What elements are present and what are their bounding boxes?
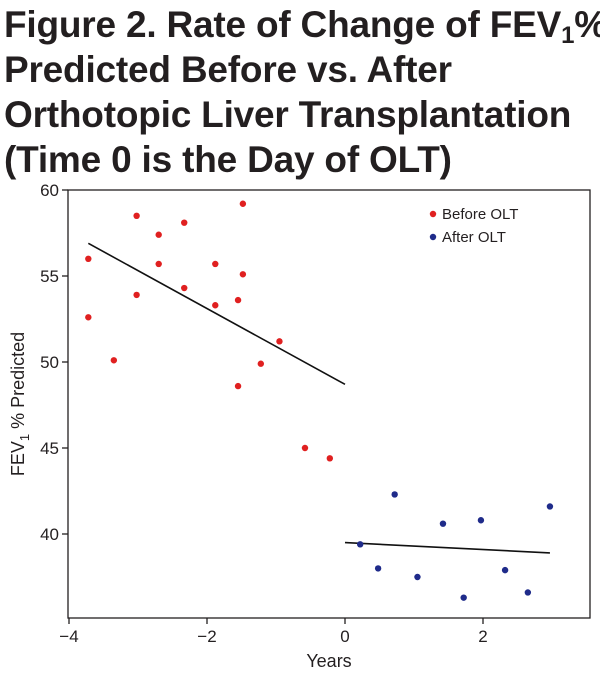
y-tick-label: 50 bbox=[40, 353, 59, 372]
data-point-series-1 bbox=[239, 200, 247, 207]
title-line-1-text: Figure 2. Rate of Change of FEV bbox=[4, 4, 562, 45]
x-tick-label: −2 bbox=[197, 627, 216, 646]
data-point-series-1 bbox=[110, 357, 118, 364]
legend-marker bbox=[429, 210, 437, 218]
data-point-series-2 bbox=[356, 541, 364, 548]
data-point-series-1 bbox=[234, 382, 242, 390]
data-point-series-1 bbox=[133, 212, 140, 219]
data-point-series-1 bbox=[212, 302, 219, 309]
title-line-1: Figure 2. Rate of Change of FEV1% bbox=[4, 2, 600, 49]
data-point-series-2 bbox=[391, 491, 398, 498]
y-tick-label: 55 bbox=[40, 267, 59, 286]
x-tick-label: 0 bbox=[340, 627, 349, 646]
y-axis-label: FEV1 % Predicted bbox=[8, 332, 32, 476]
plot-frame bbox=[67, 189, 591, 619]
legend-marker bbox=[429, 233, 437, 241]
legend: Before OLT After OLT bbox=[429, 206, 518, 246]
y-tick-label: 45 bbox=[40, 439, 59, 458]
title-line-1-suffix: % bbox=[574, 4, 600, 45]
y-tick-label: 40 bbox=[40, 525, 59, 544]
data-point-series-1 bbox=[326, 455, 334, 462]
data-point-series-1 bbox=[181, 219, 188, 226]
data-point-series-2 bbox=[546, 503, 554, 510]
trend-line-series-2 bbox=[344, 541, 550, 554]
y-axis-label-rest: % Predicted bbox=[8, 332, 28, 434]
data-point-series-1 bbox=[239, 271, 247, 278]
data-point-series-2 bbox=[501, 566, 509, 574]
data-point-series-1 bbox=[85, 255, 92, 262]
data-points bbox=[85, 200, 554, 601]
x-tick-label: −4 bbox=[59, 627, 78, 646]
data-point-series-1 bbox=[212, 260, 219, 268]
y-tick-label: 60 bbox=[40, 181, 59, 200]
data-point-series-2 bbox=[477, 517, 485, 524]
axis-ticks: −4 −2 0 2 40 45 50 55 60 bbox=[40, 181, 488, 646]
data-point-series-1 bbox=[155, 231, 162, 238]
data-point-series-1 bbox=[234, 296, 242, 304]
data-point-series-1 bbox=[257, 360, 265, 367]
data-point-series-1 bbox=[133, 291, 140, 299]
y-axis-label-main: FEV bbox=[8, 441, 28, 476]
data-point-series-2 bbox=[374, 565, 382, 572]
data-point-series-1 bbox=[85, 314, 92, 321]
legend-label: Before OLT bbox=[442, 206, 518, 223]
title-subscript: 1 bbox=[561, 22, 575, 49]
trend-line-series-1 bbox=[87, 242, 346, 386]
data-point-series-1 bbox=[155, 260, 162, 268]
y-axis-label-sub: 1 bbox=[17, 434, 32, 441]
title-line-3: Orthotopic Liver Transplantation bbox=[4, 94, 572, 135]
data-point-series-1 bbox=[301, 444, 309, 452]
data-point-series-1 bbox=[181, 284, 188, 292]
x-axis-label: Years bbox=[306, 651, 351, 671]
data-point-series-1 bbox=[276, 338, 283, 345]
data-point-series-2 bbox=[524, 589, 532, 596]
title-line-2: Predicted Before vs. After bbox=[4, 49, 452, 90]
data-point-series-2 bbox=[439, 520, 447, 527]
chart-title: Figure 2. Rate of Change of FEV1% Predic… bbox=[4, 2, 600, 182]
x-tick-label: 2 bbox=[478, 627, 487, 646]
data-point-series-2 bbox=[460, 594, 467, 601]
data-point-series-2 bbox=[414, 573, 421, 581]
trend-lines bbox=[87, 242, 550, 554]
legend-label: After OLT bbox=[442, 229, 506, 246]
title-line-4: (Time 0 is the Day of OLT) bbox=[4, 139, 452, 180]
